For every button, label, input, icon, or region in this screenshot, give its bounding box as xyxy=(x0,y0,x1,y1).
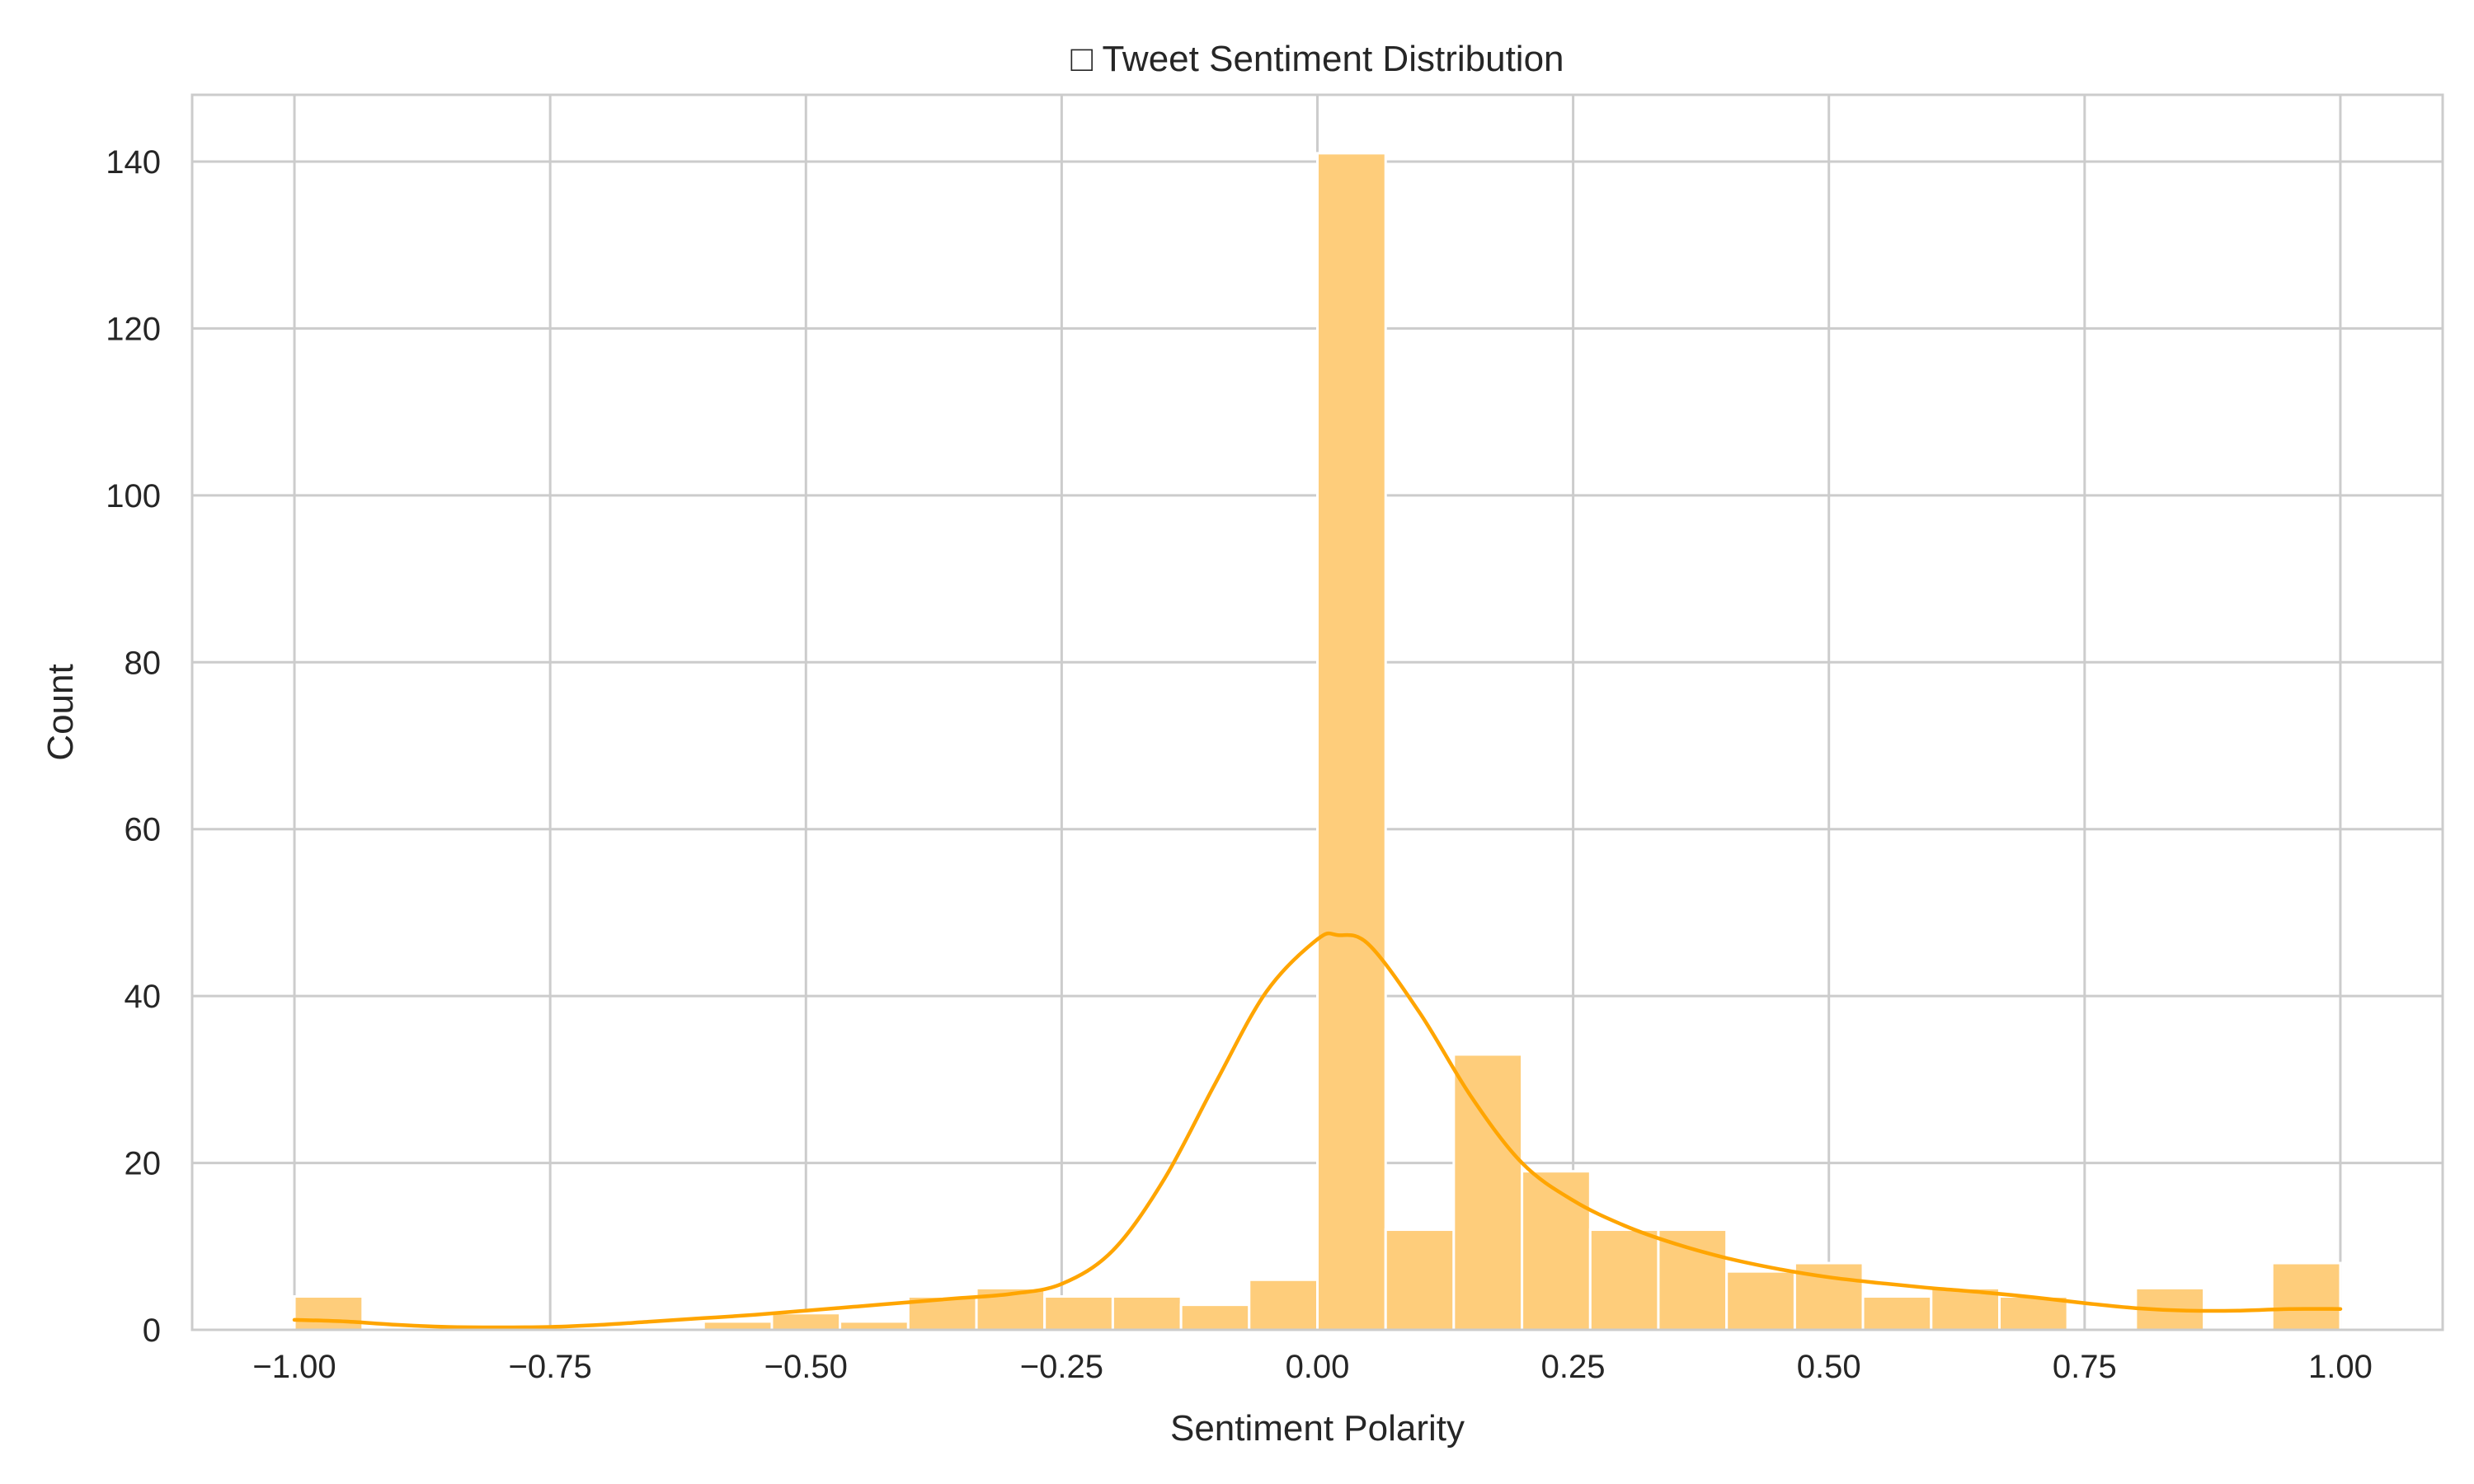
histogram-bar xyxy=(1657,1228,1729,1331)
histogram-bar xyxy=(770,1312,842,1331)
y-tick-label: 100 xyxy=(106,478,161,514)
y-tick-label: 40 xyxy=(125,979,162,1015)
x-tick-label: 0.75 xyxy=(2053,1349,2117,1385)
histogram-bar xyxy=(702,1320,774,1331)
x-tick-label: −0.25 xyxy=(1020,1349,1103,1385)
y-axis-label: Count xyxy=(40,664,81,760)
histogram-bar xyxy=(1521,1170,1592,1331)
y-tick-label: 140 xyxy=(106,144,161,181)
y-tick-label: 0 xyxy=(143,1313,161,1349)
y-tick-label: 80 xyxy=(125,645,162,681)
y-tick-label: 120 xyxy=(106,311,161,347)
histogram-bar xyxy=(1111,1295,1183,1331)
histogram-bar xyxy=(293,1295,365,1331)
histogram-bar xyxy=(1316,152,1387,1331)
histogram-bar xyxy=(1588,1228,1660,1331)
histogram-bar xyxy=(1043,1295,1114,1331)
x-tick-label: −0.75 xyxy=(509,1349,592,1385)
histogram-bar xyxy=(1861,1295,1933,1331)
axes-frame xyxy=(190,93,2444,1331)
x-tick-label: −0.50 xyxy=(764,1349,848,1385)
histogram-bar xyxy=(1725,1270,1796,1331)
x-tick-labels: −1.00 −0.75 −0.50 −0.25 0.00 0.25 0.50 0.75 1.00 xyxy=(252,1349,2372,1385)
y-tick-label: 60 xyxy=(125,812,162,848)
chart-title: □ Tweet Sentiment Distribution xyxy=(1070,39,1564,79)
x-tick-label: −1.00 xyxy=(252,1349,336,1385)
x-tick-label: 0.00 xyxy=(1286,1349,1350,1385)
x-tick-label: 0.25 xyxy=(1541,1349,1606,1385)
y-tick-label: 20 xyxy=(125,1146,162,1182)
histogram-bar xyxy=(1248,1278,1319,1331)
x-axis-label: Sentiment Polarity xyxy=(1170,1408,1465,1449)
histogram-bars xyxy=(293,152,2342,1331)
histogram-bar xyxy=(1384,1228,1456,1331)
histogram-bar xyxy=(839,1320,910,1331)
y-tick-labels: 0 20 40 60 80 100 120 140 xyxy=(106,144,161,1349)
x-tick-label: 0.50 xyxy=(1797,1349,1861,1385)
kde-curve xyxy=(292,931,2343,1330)
histogram-bar xyxy=(1998,1295,2069,1331)
histogram-bar xyxy=(2270,1261,2342,1331)
histogram-bar xyxy=(1452,1053,1524,1331)
x-tick-label: 1.00 xyxy=(2308,1349,2373,1385)
histogram-bar xyxy=(1179,1303,1251,1331)
